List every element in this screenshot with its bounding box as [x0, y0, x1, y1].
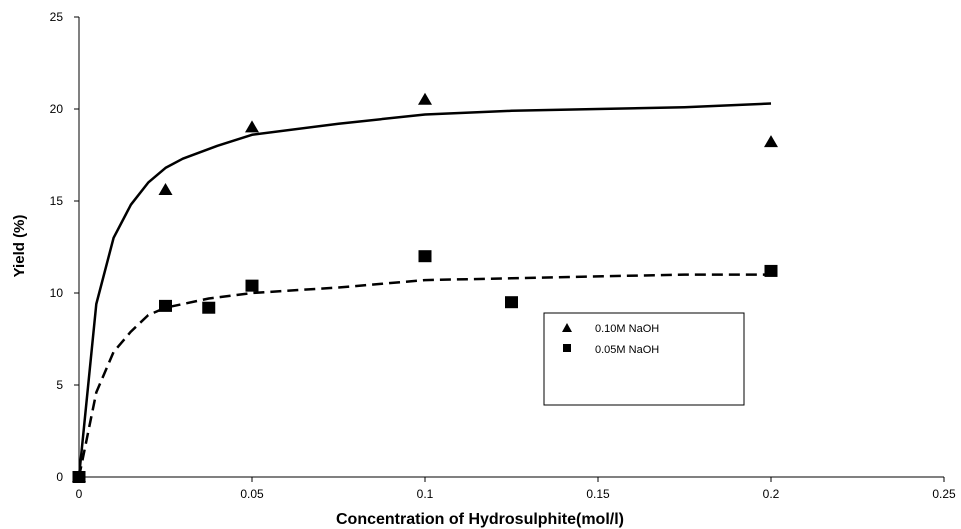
y-tick-label: 20	[50, 102, 64, 116]
y-tick-label: 10	[50, 286, 64, 300]
data-point-square	[72, 471, 86, 483]
x-tick-label: 0.1	[417, 487, 434, 501]
y-tick-label: 0	[56, 470, 63, 484]
x-tick-label: 0	[76, 487, 83, 501]
x-tick-label: 0.25	[932, 487, 956, 501]
data-points	[72, 92, 778, 483]
x-tick-label: 0.15	[586, 487, 610, 501]
data-point-square	[202, 301, 216, 314]
y-axis-title: Yield (%)	[11, 215, 28, 278]
trend-line-series-2	[77, 273, 771, 478]
trend-line-series-1	[77, 102, 772, 478]
data-point-triangle	[158, 182, 173, 195]
data-point-triangle	[418, 92, 432, 105]
legend: 0.10M NaOH 0.05M NaOH	[543, 312, 745, 406]
data-point-square	[764, 264, 778, 277]
data-point-triangle	[245, 120, 259, 133]
trend-lines	[77, 102, 772, 478]
axes	[78, 17, 944, 478]
data-point-square	[505, 296, 518, 309]
data-point-triangle	[764, 135, 778, 148]
legend-box	[543, 312, 745, 406]
legend-marker-triangle	[562, 323, 572, 332]
data-point-square	[245, 279, 259, 292]
x-tick-label: 0.2	[763, 487, 780, 501]
legend-marker-square	[563, 344, 571, 352]
data-point-square	[418, 250, 432, 263]
y-tick-label: 15	[50, 194, 64, 208]
y-tick-label: 25	[50, 10, 64, 24]
ticks: 0 0.05 0.1 0.15 0.2 0.25 0 5 10 15 20 25	[50, 10, 956, 501]
legend-label-series-2: 0.05M NaOH	[595, 344, 659, 356]
y-tick-label: 5	[56, 378, 63, 392]
data-point-square	[159, 299, 172, 312]
legend-label-series-1: 0.10M NaOH	[595, 323, 659, 335]
x-tick-label: 0.05	[240, 487, 264, 501]
x-axis-title: Concentration of Hydrosulphite(mol/l)	[336, 511, 624, 528]
